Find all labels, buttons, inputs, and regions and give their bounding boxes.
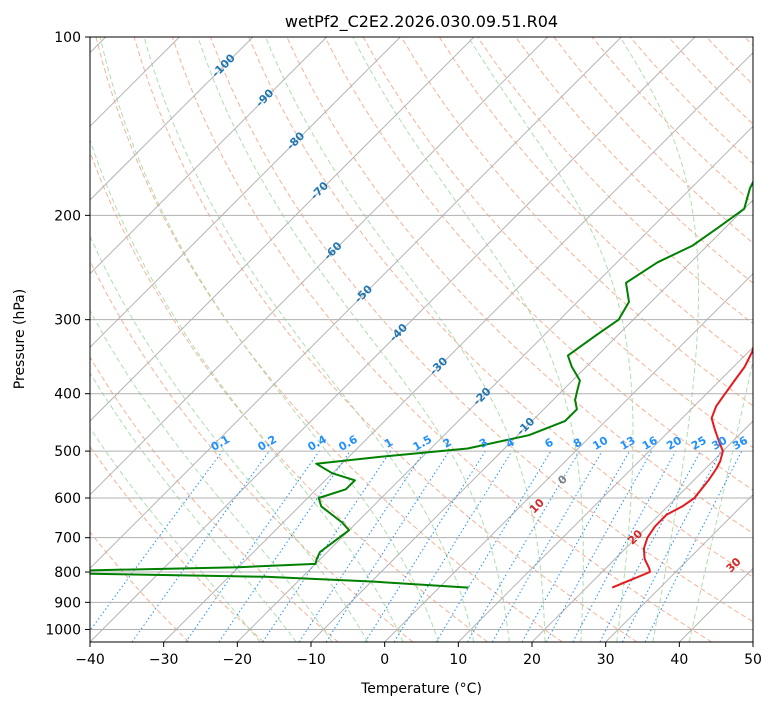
x-tick-label: −20 [223,652,253,668]
dry-adiabat [171,37,712,642]
y-tick-label: 600 [54,491,81,507]
dry-adiabat [324,37,753,491]
moist-adiabat [352,37,584,642]
isotherm-line [384,272,753,642]
moist-adiabat [90,427,261,642]
x-tick-label: −10 [296,652,326,668]
x-axis-label: Temperature (°C) [360,681,482,697]
dry-adiabat [90,356,339,642]
dry-adiabat [248,37,753,578]
y-tick-label: 500 [54,444,81,460]
dry-adiabat [515,37,753,284]
dry-adiabat [210,37,753,623]
moist-adiabat [90,138,404,642]
isotherm-line [310,199,753,642]
plot-frame [89,36,754,643]
isotherm-line [605,493,753,642]
isotherm-line [163,51,753,642]
isotherm-line [90,37,401,349]
dry-adiabat [400,37,753,407]
x-tick-label: 30 [597,652,615,668]
dry-adiabat [133,37,638,642]
y-tick-label: 100 [54,30,81,46]
x-tick-label: 20 [523,652,541,668]
y-tick-label: 400 [54,387,81,403]
temperature-profile [611,345,753,589]
isotherm-line [90,37,475,422]
dry-adiabat [438,37,753,366]
isotherm-line [531,420,753,642]
y-tick-label: 300 [54,313,81,329]
isotherm-line [90,37,328,275]
moist-adiabat [90,235,369,642]
dry-adiabat [90,445,264,642]
moist-adiabat [197,37,510,642]
x-tick-label: 10 [449,652,467,668]
background-lines [90,37,753,642]
moist-adiabat [619,37,699,642]
x-tick-label: 50 [744,652,762,668]
moist-adiabat [99,37,439,642]
pressure-grid [90,37,753,630]
x-tick-label: −30 [149,652,179,668]
isotherm-line [457,346,753,642]
profiles [90,180,753,589]
y-tick-label: 200 [54,208,81,224]
dry-adiabat [90,531,190,642]
isotherm-line [90,37,696,642]
y-tick-label: 900 [54,595,81,611]
dewpoint-profile [90,180,753,589]
y-tick-label: 1000 [45,622,81,638]
dry-adiabat [95,37,563,642]
isotherm-line [90,37,549,496]
x-tick-label: 0 [380,652,389,668]
axis-ticks: −40 −30 −20 −10 0 10 20 30 40 50 100 200 300 400 500 60… [45,30,762,668]
moist-adiabat [90,309,333,642]
moist-adiabat [265,37,546,642]
isotherm-line [236,125,753,642]
isotherm-line [90,37,254,201]
y-tick-label: 700 [54,531,81,547]
y-tick-label: 800 [54,565,81,581]
moist-adiabat [143,37,475,642]
dry-adiabat [90,150,488,642]
x-tick-label: 40 [670,652,688,668]
x-tick-label: −40 [75,652,105,668]
chart-title: wetPf2_C2E2.2026.030.09.51.R04 [285,12,558,32]
moist-adiabat [90,371,297,642]
isotherm-line [90,37,622,570]
moist-adiabat [688,358,753,642]
y-axis-label: Pressure (hPa) [12,289,28,389]
